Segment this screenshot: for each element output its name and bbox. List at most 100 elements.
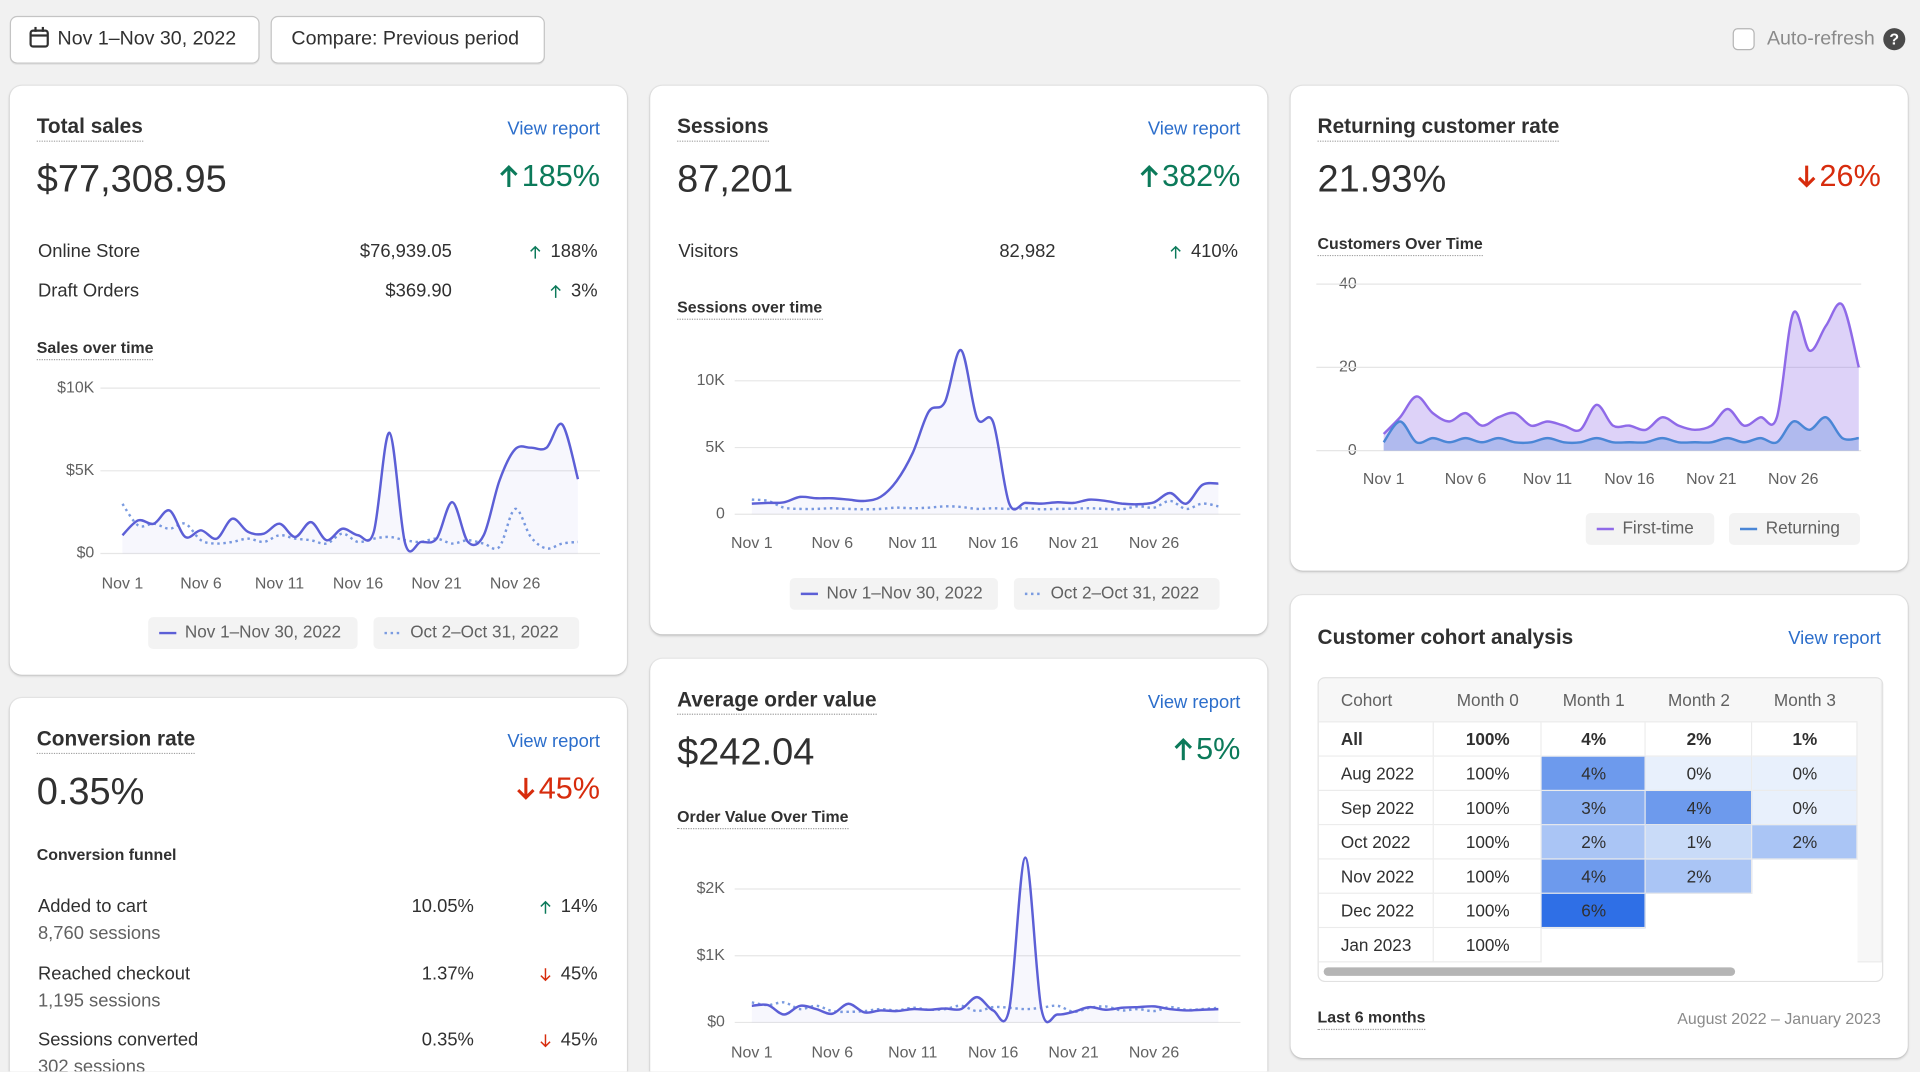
cohort-value: 4% [1686,797,1712,818]
cohort-cell [1433,825,1542,860]
cohort-cell [1645,859,1753,894]
x-tick-label: Nov 11 [888,1044,937,1061]
y-tick-label: $0 [77,545,95,562]
x-tick-label: Nov 6 [811,535,853,552]
view-report-link[interactable]: View report [507,118,601,140]
row-value: $76,939.05 [359,241,452,263]
x-tick-label: Nov 1 [1363,471,1405,488]
calendar-icon [29,26,49,48]
legend-label: Nov 1–Nov 30, 2022 [827,582,983,602]
cohort-cell [1318,791,1434,826]
change: 45% [540,963,598,985]
scrollbar[interactable] [1323,967,1736,976]
change-value: 45% [560,1029,598,1051]
cohort-value: 100% [1465,729,1510,749]
cohort-value: Oct 2022 [1340,832,1411,852]
row-value: 82,982 [999,241,1056,263]
cohort-value: 3% [1581,797,1607,818]
cohort-cell [1645,722,1753,757]
change: 410% [1170,241,1238,263]
legend-label: First-time [1622,518,1693,538]
cohort-value: All [1340,729,1363,749]
auto-refresh-checkbox[interactable] [1732,28,1755,51]
view-report-link[interactable]: View report [507,731,601,752]
cohort-cell [1318,893,1434,929]
cohort-value: 1% [1686,832,1712,852]
funnel-sessions: 302 sessions [37,1056,146,1072]
date-range-label[interactable]: Nov 1–Nov 30, 2022 [57,28,237,50]
help-icon[interactable]: ? [1883,28,1906,51]
cohort-cell [1318,722,1434,757]
chart-title: Sales over time [36,338,154,360]
cohort-value: 100% [1465,935,1510,955]
x-tick-label: Nov 26 [1129,535,1180,552]
cohort-value: 100% [1465,866,1510,887]
legend-item [148,617,358,649]
x-tick-label: Nov 1 [102,575,144,592]
metric-value: $242.04 [677,730,815,774]
legend-item [373,617,580,649]
cohort-cell [1318,859,1434,894]
cohort-value: Aug 2022 [1340,763,1415,784]
extra-column [1857,678,1883,963]
view-report-link[interactable]: View report [1788,628,1881,649]
cohort-value: Dec 2022 [1340,900,1415,921]
compare-button[interactable] [270,15,545,64]
conversion-rate-card [9,697,627,1072]
x-tick-label: Nov 16 [333,575,384,592]
cohort-table: Cohort Month 0 Month 1 Month 2 Month 3 All 100… [1317,677,1884,983]
x-tick-label: Nov 11 [255,575,304,592]
line [1382,416,1859,445]
line [751,498,1219,511]
card-title: Returning customer rate [1317,115,1560,143]
cohort-value: 100% [1465,797,1510,818]
legend-item [1585,513,1715,545]
x-tick-label: Nov 21 [1048,535,1099,552]
column-header: Month 0 [1456,690,1519,710]
compare-label[interactable]: Compare: Previous period [291,28,520,50]
y-tick-label: $5K [66,462,95,479]
cohort-cell [1541,859,1646,894]
arrow-up-icon [530,245,541,259]
view-report-link[interactable]: View report [1147,118,1241,140]
cohort-cell [1318,756,1434,792]
card-title: Sessions [677,115,769,143]
arrow-down-icon [540,1034,551,1048]
arrow-up-icon [540,900,551,914]
cohort-cell [1541,756,1646,792]
change-value: 5% [1196,732,1241,767]
cohort-cell [1433,756,1542,792]
y-tick-label: $10K [57,379,95,396]
arrow-up-icon [1174,738,1193,761]
legend-item [789,577,998,610]
area [1383,303,1859,451]
funnel-title: Conversion funnel [36,845,177,864]
cohort-cell [1433,722,1542,757]
x-tick-label: Nov 16 [968,1044,1019,1061]
cohort-cell [1433,893,1542,929]
view-report-link[interactable]: View report [1147,691,1241,713]
change-value: 185% [521,159,601,194]
legend-item [1728,513,1861,545]
arrow-down-icon [1797,165,1816,188]
change-value: 45% [560,963,598,984]
change-value: 382% [1162,159,1241,194]
cohort-value: 2% [1581,832,1607,852]
line [1382,302,1860,435]
cohort-cell [1752,722,1858,757]
cohort-cell [1541,791,1646,826]
cohort-cell [1318,928,1434,963]
date-range-button[interactable] [9,15,260,64]
column-header: Month 2 [1668,690,1730,710]
cohort-cell [1752,756,1858,792]
card-title: Customer cohort analysis [1317,625,1574,649]
line [751,856,1219,1024]
funnel-step: Reached checkout [37,963,191,984]
area-fill [751,857,1219,1023]
cohort-value: Jan 2023 [1340,935,1412,955]
card-title: Average order value [677,688,877,716]
area-fill [122,423,578,554]
area-fill [751,349,1219,515]
funnel-rate: 1.37% [421,963,474,984]
